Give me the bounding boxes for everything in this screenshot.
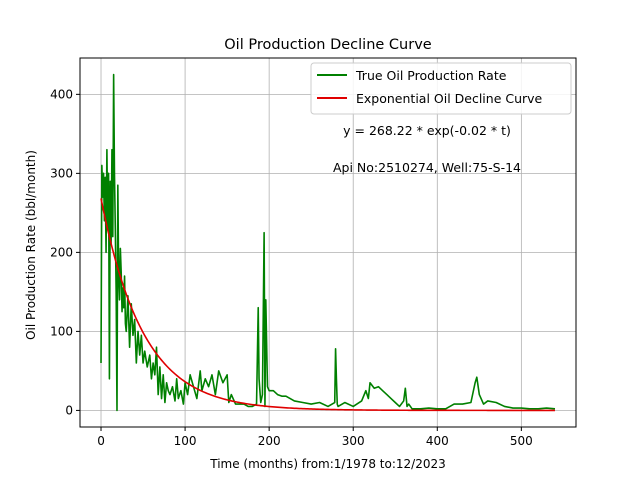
y-tick-label: 400	[50, 87, 73, 101]
axis-ticks: 0 100 200 300 400 500 0 100 200 300 400	[50, 87, 533, 448]
x-tick-label: 400	[426, 434, 449, 448]
x-tick-label: 100	[174, 434, 197, 448]
legend: True Oil Production Rate Exponential Oil…	[310, 62, 572, 115]
x-tick-label: 0	[97, 434, 105, 448]
plot-frame	[79, 57, 577, 428]
x-tick-label: 300	[342, 434, 365, 448]
y-axis-label: Oil Production Rate (bbl/month)	[24, 150, 38, 340]
plot-series	[100, 73, 556, 412]
x-axis-label: Time (months) from:1/1978 to:12/2023	[209, 457, 446, 471]
x-tick-label: 200	[258, 434, 281, 448]
well-info-annotation: Api No:2510274, Well:75-S-14	[333, 160, 521, 175]
legend-box	[310, 62, 572, 115]
y-tick-label: 100	[50, 324, 73, 338]
x-tick-label: 500	[510, 434, 533, 448]
chart-title: Oil Production Decline Curve	[224, 37, 432, 53]
y-tick-label: 0	[65, 403, 73, 417]
legend-label-true-oil: True Oil Production Rate	[355, 68, 507, 83]
y-tick-label: 300	[50, 166, 73, 180]
true-oil-production-line	[100, 73, 556, 412]
exponential-decline-curve-line	[100, 198, 555, 412]
legend-label-exponential-decline: Exponential Oil Decline Curve	[356, 91, 543, 106]
y-tick-label: 200	[50, 245, 73, 259]
fit-equation-annotation: y = 268.22 * exp(-0.02 * t)	[343, 123, 511, 138]
